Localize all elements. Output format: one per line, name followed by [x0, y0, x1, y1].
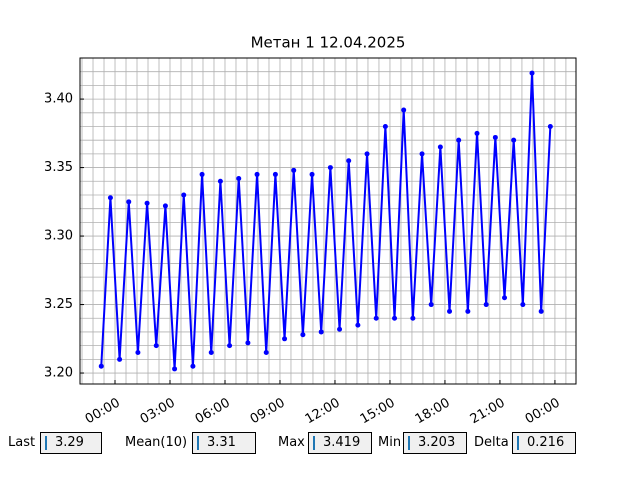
data-point: [474, 130, 480, 136]
x-tick-label: 03:00: [138, 396, 178, 425]
x-tick-label: 18:00: [413, 396, 453, 425]
data-point: [272, 171, 278, 177]
data-point: [309, 171, 315, 177]
data-point: [282, 336, 288, 342]
field-textbox[interactable]: 3.29: [40, 432, 102, 454]
data-point: [117, 356, 123, 362]
chart: Метан 1 12.04.2025 00:00 03:00 06:00 09:00 1…: [44, 34, 577, 425]
data-point: [373, 315, 379, 321]
data-point: [291, 167, 297, 173]
data-point: [318, 329, 324, 335]
field-textbox[interactable]: 3.419: [308, 432, 372, 454]
data-point: [520, 302, 526, 308]
x-tick-label: 06:00: [193, 396, 233, 425]
field-textbox[interactable]: 0.216: [512, 432, 576, 454]
data-point: [162, 203, 168, 209]
data-point: [382, 123, 388, 129]
data-point: [217, 178, 223, 184]
data-point: [447, 308, 453, 314]
data-point: [153, 343, 159, 349]
plot-frame: [79, 57, 577, 385]
data-line: [100, 73, 552, 369]
x-tick-label: 00:00: [523, 396, 563, 425]
field-textbox[interactable]: 3.31: [192, 432, 256, 454]
data-point: [98, 363, 104, 369]
y-tick-label: 3.25: [44, 297, 73, 312]
data-point: [547, 123, 553, 129]
field-textbox[interactable]: 3.203: [403, 432, 467, 454]
data-point: [337, 326, 343, 332]
x-tick-label: 09:00: [248, 396, 288, 425]
chart-title: Метан 1 12.04.2025: [251, 34, 406, 52]
data-point: [492, 134, 498, 140]
data-point: [199, 171, 205, 177]
data-point: [392, 315, 398, 321]
y-tick-label: 3.30: [44, 229, 73, 244]
data-point: [529, 70, 535, 76]
data-point: [263, 349, 269, 355]
data-point: [483, 302, 489, 308]
data-point: [364, 151, 370, 157]
y-tick-label: 3.35: [44, 160, 73, 175]
data-point: [346, 158, 352, 164]
data-point: [511, 137, 517, 143]
data-point: [245, 340, 251, 346]
y-tick-label: 3.40: [44, 92, 73, 107]
data-point: [465, 308, 471, 314]
field-label: Mean(10): [125, 435, 188, 450]
field-label: Max: [278, 435, 305, 450]
data-point: [428, 302, 434, 308]
data-point: [208, 349, 214, 355]
data-point: [401, 107, 407, 113]
field-label: Min: [378, 435, 402, 450]
field-label: Delta: [474, 435, 509, 450]
data-point: [144, 200, 150, 206]
x-tick-label: 21:00: [468, 396, 508, 425]
y-tick-label: 3.20: [44, 366, 73, 381]
data-point: [410, 315, 416, 321]
data-point: [172, 366, 178, 372]
data-point: [181, 192, 187, 198]
x-tick-label: 00:00: [83, 396, 123, 425]
data-point: [355, 322, 361, 328]
x-tick-label: 12:00: [303, 396, 343, 425]
data-point: [227, 343, 233, 349]
data-point: [135, 349, 141, 355]
data-point: [236, 176, 242, 182]
data-point: [419, 151, 425, 157]
data-point: [437, 144, 443, 150]
data-point: [107, 195, 113, 201]
data-point: [456, 137, 462, 143]
field-label: Last: [8, 435, 36, 450]
data-point: [126, 199, 132, 205]
data-point: [538, 308, 544, 314]
x-tick-label: 15:00: [358, 396, 398, 425]
data-point: [190, 363, 196, 369]
data-point: [327, 165, 333, 171]
data-point: [300, 332, 306, 338]
data-point: [502, 295, 508, 301]
data-point: [254, 171, 260, 177]
